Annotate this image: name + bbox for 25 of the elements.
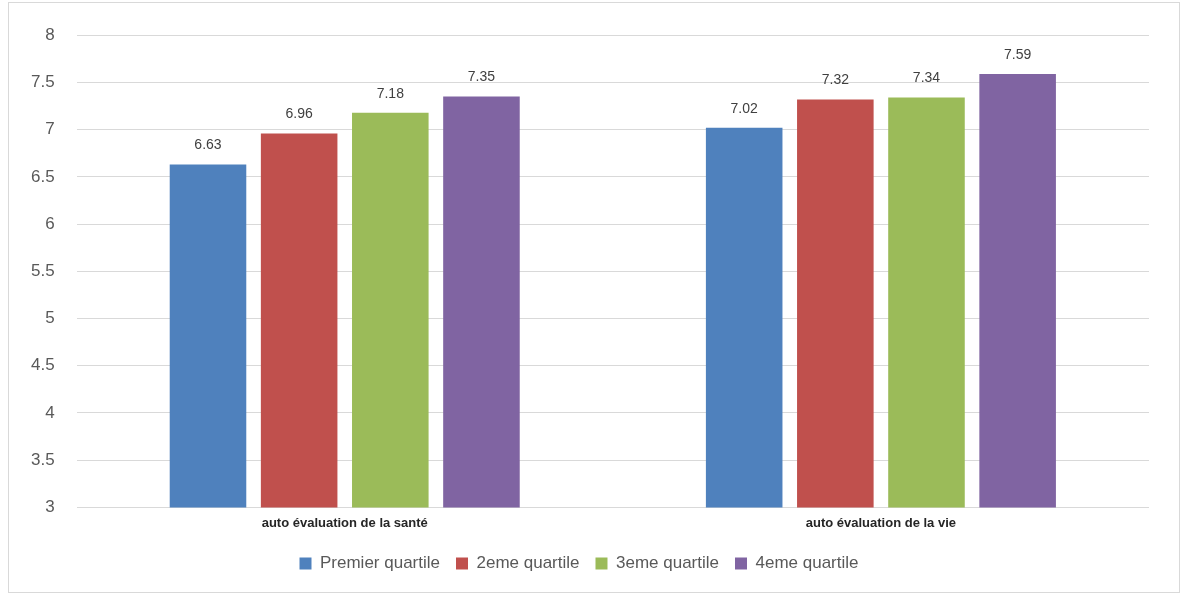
legend-label: 4eme quartile	[755, 553, 859, 573]
data-label: 6.96	[285, 105, 313, 122]
data-label: 7.59	[1004, 45, 1032, 62]
y-tick-label: 5.5	[30, 260, 55, 280]
data-label: 7.32	[821, 71, 850, 88]
y-tick-label: 3.5	[30, 449, 55, 469]
y-tick-label: 4.5	[30, 355, 55, 375]
y-tick-label: 3	[45, 497, 55, 517]
data-label: 7.02	[730, 99, 759, 116]
x-tick-label: auto évaluation de la vie	[805, 514, 957, 530]
y-tick-label: 5	[45, 308, 55, 328]
y-tick-label: 6	[45, 213, 55, 233]
legend-label: 3eme quartile	[615, 553, 720, 573]
y-tick-label: 8	[45, 24, 55, 44]
x-tick-label: auto évaluation de la santé	[261, 514, 428, 530]
data-label: 7.18	[376, 84, 405, 101]
legend-label: 2eme quartile	[476, 553, 580, 573]
y-tick-label: 7.5	[30, 72, 55, 92]
y-tick-label: 6.5	[30, 166, 55, 186]
legend-label: Premier quartile	[320, 553, 440, 573]
data-label: 6.63	[194, 136, 222, 153]
y-tick-label: 4	[45, 402, 55, 422]
data-label: 7.35	[467, 68, 496, 85]
y-tick-label: 7	[45, 119, 55, 139]
data-label: 7.34	[912, 69, 941, 86]
